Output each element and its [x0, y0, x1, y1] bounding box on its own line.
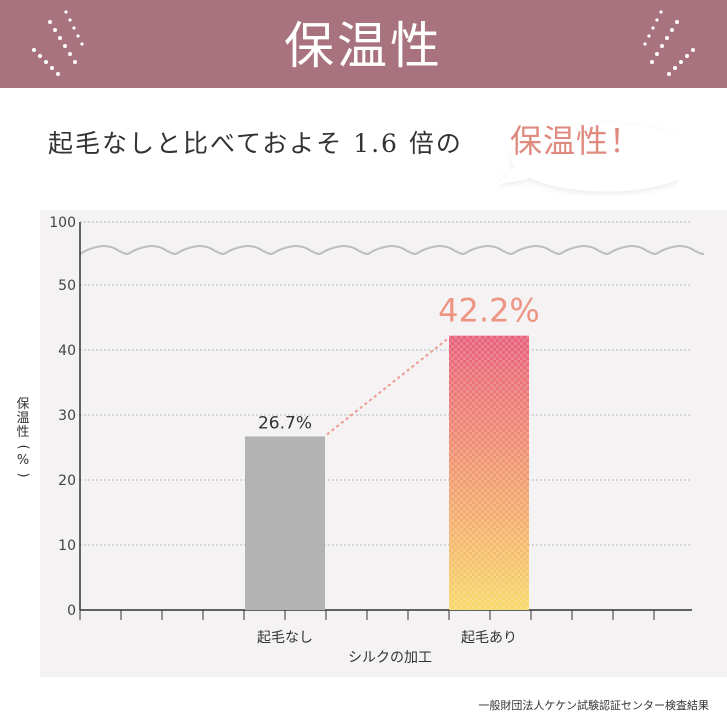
bar-texture — [449, 335, 529, 610]
sparkle-right-icon — [643, 10, 695, 76]
chart-panel: 0 10 20 30 40 50 100 起毛なし 起毛あり 26.7% 42.2% シルクの加工 — [40, 210, 727, 677]
bubble-text: 保温性！ — [509, 122, 642, 160]
connector-line — [326, 336, 450, 436]
y-tick-label: 100 — [49, 215, 76, 231]
page-title: 保温性 — [284, 17, 443, 75]
y-tick-label: 20 — [58, 473, 76, 489]
speech-bubble — [498, 123, 678, 194]
x-category-label: 起毛あり — [461, 630, 517, 646]
sparkle-left-icon — [32, 10, 84, 76]
y-tick-label: 0 — [67, 603, 76, 619]
source-note: 一般財団法人ケケン試験認証センター検査結果 — [478, 699, 709, 712]
value-label: 26.7% — [258, 413, 312, 433]
y-tick-label: 40 — [58, 343, 76, 359]
y-axis-label: 保温性(%) — [14, 398, 32, 482]
y-axis-label-text: 保温性(%) — [15, 397, 31, 478]
bar-0 — [245, 436, 325, 610]
x-category-label: 起毛なし — [257, 630, 313, 646]
y-tick-label: 50 — [58, 278, 76, 294]
title-banner: 保温性 — [0, 0, 727, 88]
x-axis-label: シルクの加工 — [348, 650, 432, 666]
bar-chart: 0 10 20 30 40 50 100 起毛なし 起毛あり 26.7% 42.2% シルクの加工 — [49, 215, 705, 666]
value-label-highlight: 42.2% — [438, 292, 540, 330]
y-tick-label: 10 — [58, 538, 76, 554]
axis-break-wave — [79, 244, 705, 256]
y-tick-label: 30 — [58, 408, 76, 424]
headline: 起毛なしと比べておよそ 1.6 倍の — [48, 129, 463, 158]
